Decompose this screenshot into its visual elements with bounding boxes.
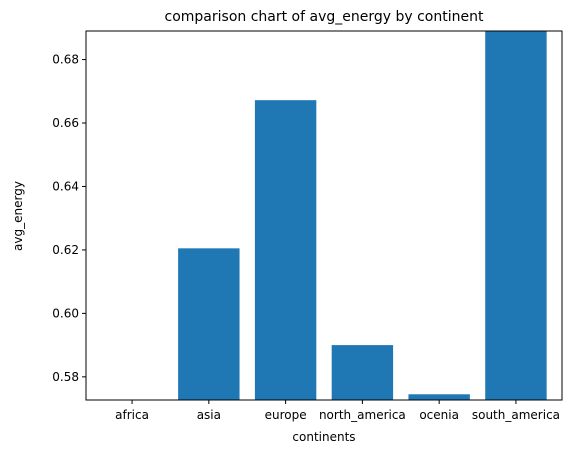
y-tick-label: 0.62 bbox=[52, 243, 79, 257]
y-tick-label: 0.58 bbox=[52, 370, 79, 384]
y-tick-label: 0.66 bbox=[52, 116, 79, 130]
x-axis-title: continents bbox=[292, 430, 355, 444]
y-tick-label: 0.68 bbox=[52, 53, 79, 67]
y-axis-ticks: 0.58 0.60 0.62 0.64 0.66 0.68 bbox=[52, 53, 86, 384]
chart-title: comparison chart of avg_energy by contin… bbox=[165, 9, 484, 25]
bar-south_america bbox=[485, 31, 547, 400]
bar-ocenia bbox=[408, 394, 470, 400]
x-tick-label-north_america: north_america bbox=[319, 408, 406, 422]
bar-asia bbox=[178, 248, 240, 400]
bar-north_america bbox=[331, 345, 394, 400]
x-tick-label-africa: africa bbox=[115, 408, 149, 422]
x-tick-label-europe: europe bbox=[265, 408, 307, 422]
x-tick-label-asia: asia bbox=[197, 408, 221, 422]
x-tick-label-ocenia: ocenia bbox=[419, 408, 459, 422]
y-tick-label: 0.64 bbox=[52, 179, 79, 193]
y-tick-label: 0.60 bbox=[52, 306, 79, 320]
bar-europe bbox=[254, 100, 317, 401]
y-axis-title: avg_energy bbox=[11, 181, 25, 251]
x-axis-ticks: africa asia europe north_america ocenia south… bbox=[115, 400, 560, 422]
x-tick-label-south_america: south_america bbox=[472, 408, 560, 422]
bars-layer bbox=[178, 31, 547, 401]
plot-frame bbox=[85, 30, 563, 401]
